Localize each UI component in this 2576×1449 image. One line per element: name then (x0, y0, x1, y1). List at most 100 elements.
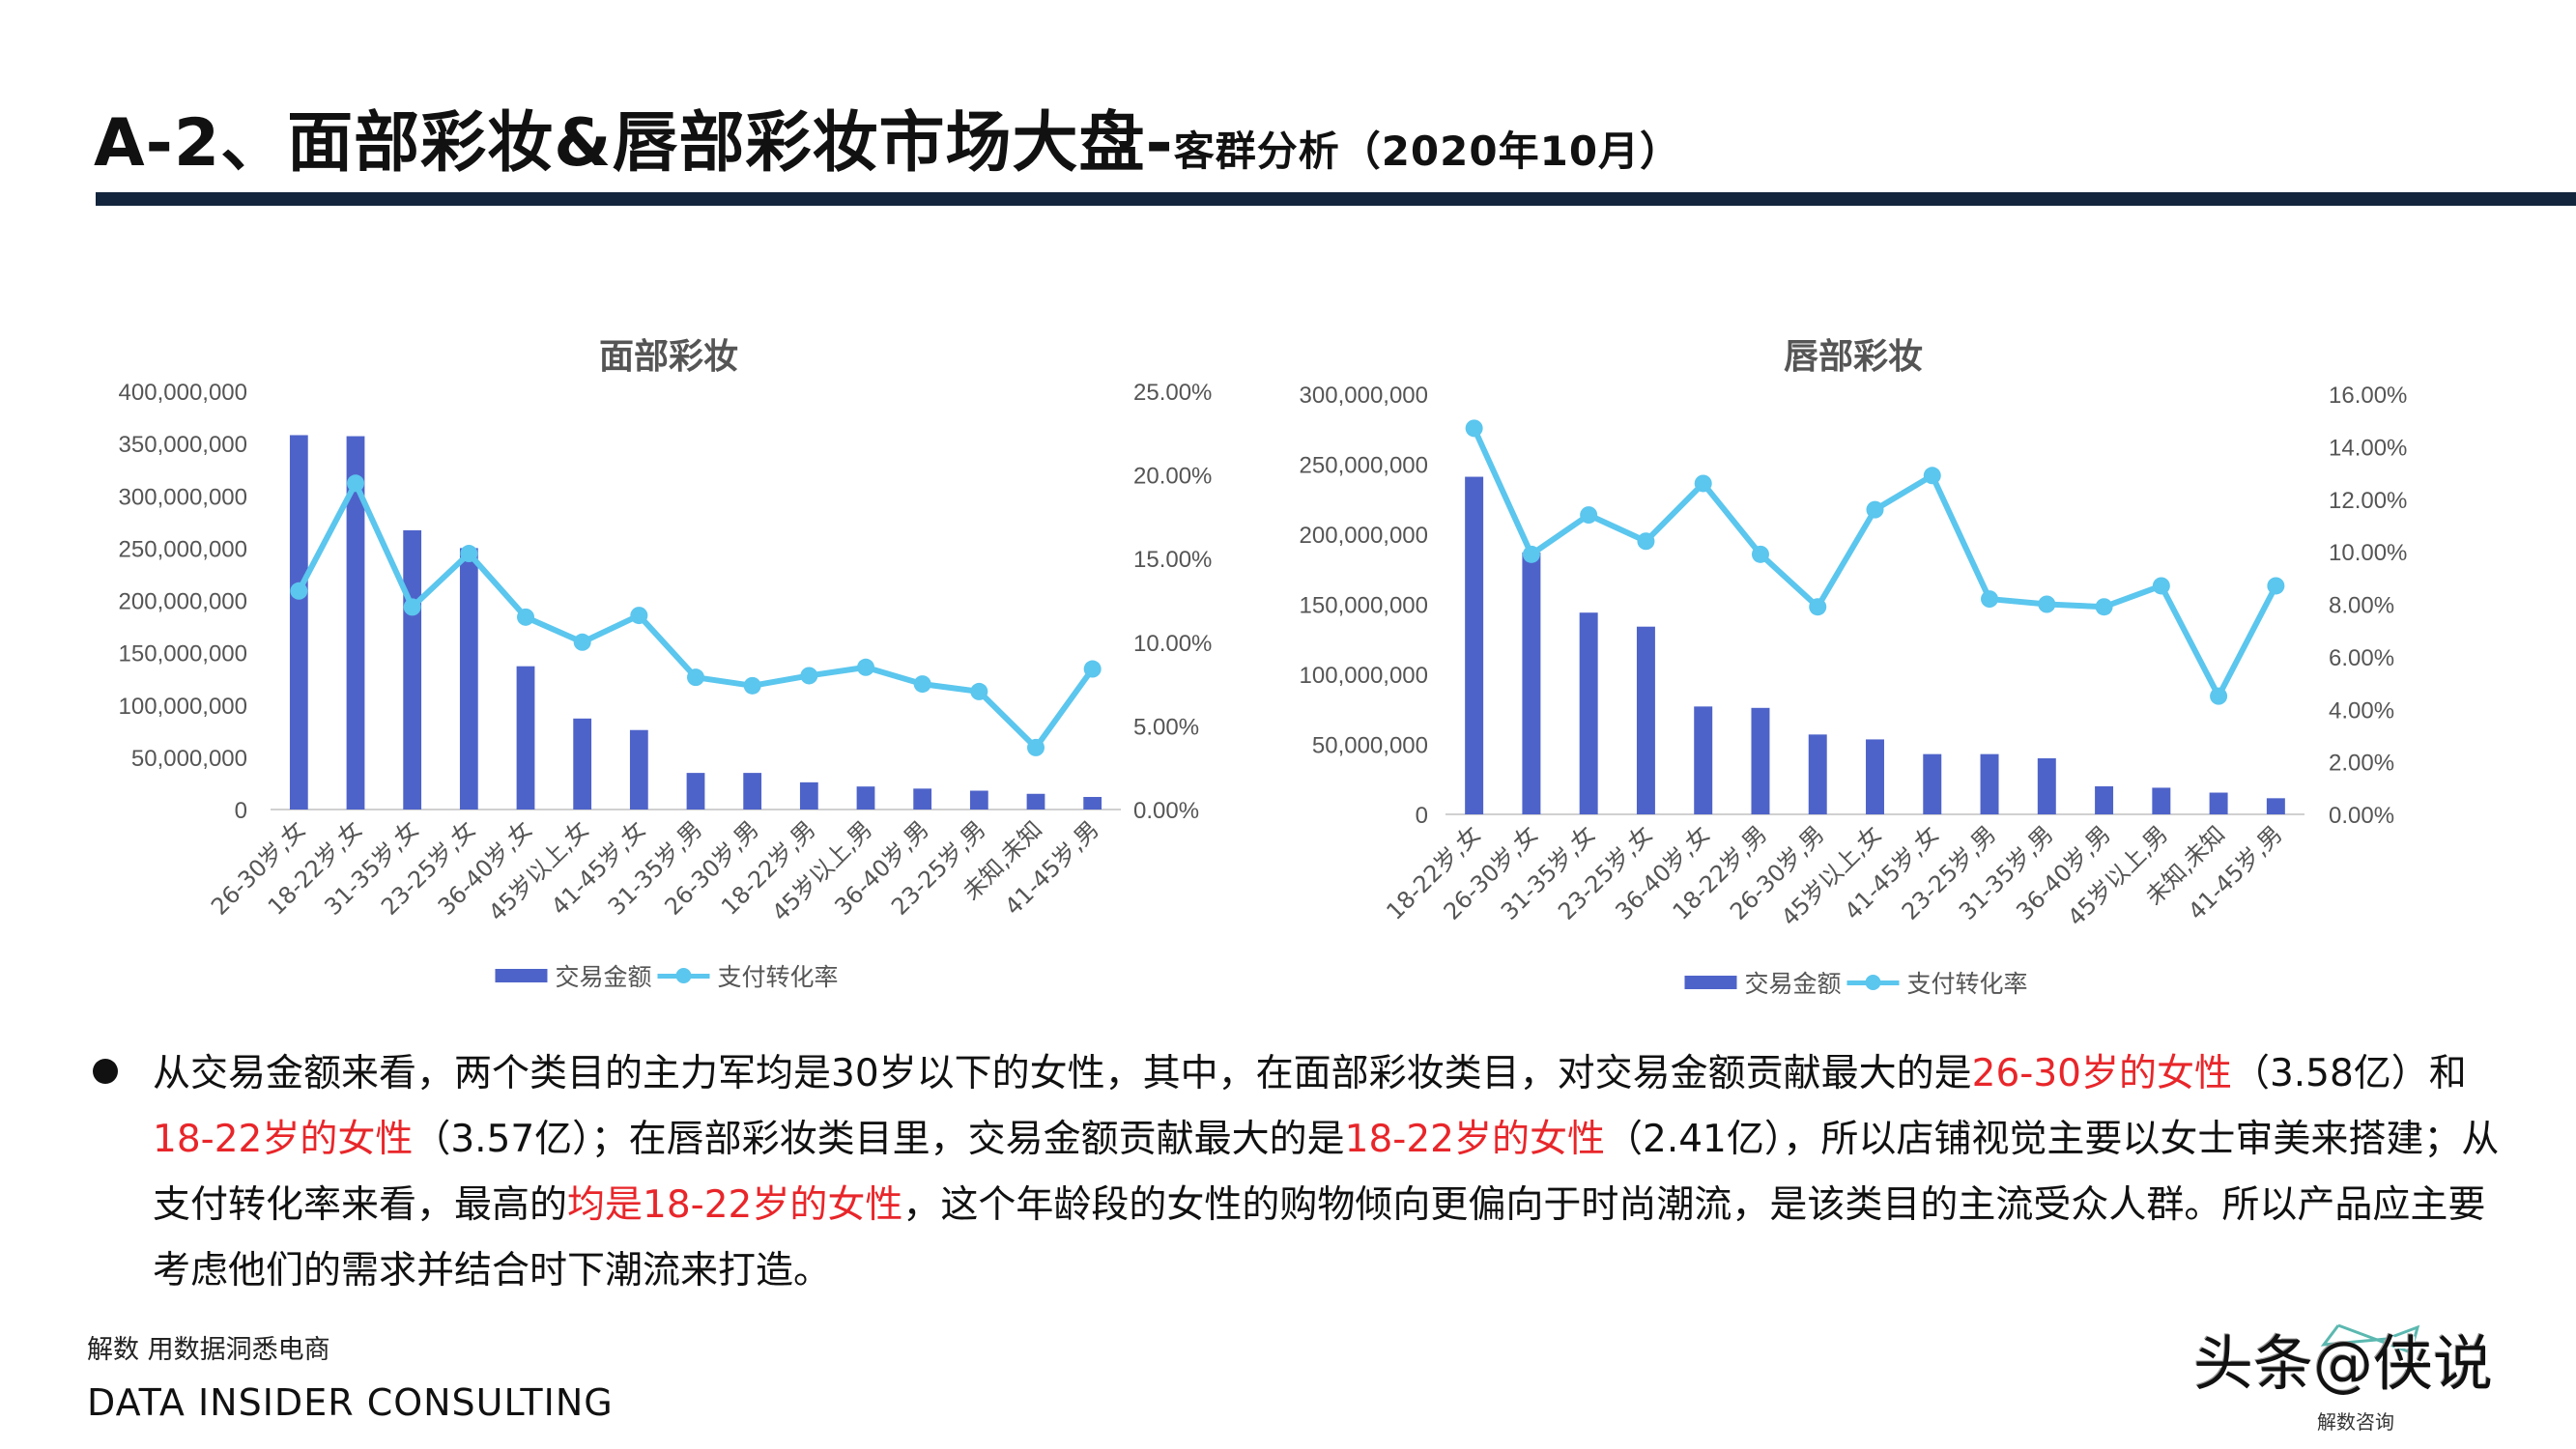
highlight-text: 18-22岁的女性 (153, 1118, 414, 1161)
bar (629, 729, 648, 810)
bar (1980, 753, 1999, 814)
bar (969, 790, 988, 810)
body-text: ，这个年龄段的女性的购物倾向更偏向于时尚潮流，是该类目的主流受众人群。所以产品应… (153, 1183, 2486, 1293)
legend-line-swatch (657, 967, 710, 983)
footer-tagline: 解数 用数据洞悉电商 (87, 1335, 330, 1365)
line-point (403, 598, 421, 616)
y-left-tick-label: 50,000,000 (1312, 733, 1428, 759)
bar (516, 666, 535, 810)
y-right-tick-label: 25.00% (1133, 380, 1212, 406)
line-point (347, 474, 364, 493)
y-left-tick-label: 200,000,000 (1300, 523, 1428, 549)
legend-line-label: 支付转化率 (1906, 970, 2028, 998)
bar (913, 788, 932, 810)
y-left-tick-label: 400,000,000 (119, 380, 247, 406)
title-divider (96, 192, 2576, 206)
bar (573, 718, 592, 810)
legend-line-label: 支付转化率 (717, 963, 839, 991)
y-right-tick-label: 10.00% (2329, 540, 2407, 566)
bar (1636, 626, 1655, 814)
analysis-paragraph: 从交易金额来看，两个类目的主力军均是30岁以下的女性，其中，在面部彩妆类目，对交… (153, 1041, 2510, 1304)
line-point (1637, 532, 1655, 551)
y-right-tick-label: 0.00% (1133, 798, 1199, 824)
legend-bar-swatch (495, 969, 548, 982)
page-title: A-2、面部彩妆&唇部彩妆市场大盘-客群分析（2020年10月） (94, 89, 1681, 185)
line-point (1694, 474, 1712, 493)
line-point (460, 545, 478, 563)
line-point (1465, 419, 1483, 438)
bar (1923, 753, 1942, 814)
bar (2095, 786, 2114, 814)
highlight-text: 26-30岁的女性 (1971, 1052, 2232, 1095)
y-left-tick-label: 100,000,000 (119, 694, 247, 720)
y-left-tick-label: 250,000,000 (1300, 453, 1428, 479)
bar (1465, 476, 1484, 814)
bar (743, 773, 762, 810)
line-point (517, 608, 534, 626)
line-point (913, 675, 931, 694)
y-right-tick-label: 8.00% (2329, 593, 2394, 619)
title-sub: 客群分析（2020年10月） (1173, 128, 1682, 175)
watermark: 头条@侠说 解数咨询 (2193, 1323, 2551, 1447)
line-point (1923, 467, 1941, 485)
line-point (2267, 577, 2285, 595)
y-right-tick-label: 5.00% (1133, 714, 1199, 740)
y-left-tick-label: 300,000,000 (119, 484, 247, 510)
line-point (2210, 687, 2228, 705)
y-right-tick-label: 20.00% (1133, 464, 1212, 490)
line-point (1981, 590, 1999, 609)
y-left-tick-label: 350,000,000 (119, 432, 247, 458)
y-left-tick-label: 200,000,000 (119, 589, 247, 615)
line-point (2152, 577, 2170, 595)
y-right-tick-label: 4.00% (2329, 697, 2394, 724)
watermark-text: 头条@侠说 (2193, 1328, 2494, 1399)
body-text: （3.58亿）和 (2231, 1052, 2467, 1095)
legend-lip: 交易金额 支付转化率 (1684, 965, 2028, 1000)
y-right-tick-label: 16.00% (2329, 383, 2407, 409)
bar (459, 548, 478, 810)
bar (1579, 612, 1598, 814)
line-point (1522, 545, 1540, 563)
bar (1026, 793, 1045, 810)
bullet-icon (93, 1059, 118, 1084)
bar (2037, 758, 2056, 814)
line-point (743, 676, 761, 695)
y-left-tick-label: 0 (235, 798, 247, 824)
legend-bar-label: 交易金额 (555, 963, 652, 991)
bar (1751, 707, 1770, 814)
line-point (573, 633, 591, 651)
bar (2209, 792, 2228, 814)
y-right-tick-label: 12.00% (2329, 488, 2407, 514)
chart-title-lip: 唇部彩妆 (1783, 337, 1924, 377)
bar (1694, 706, 1713, 814)
y-left-tick-label: 150,000,000 (119, 641, 247, 668)
line-point (630, 607, 648, 625)
y-left-tick-label: 300,000,000 (1300, 383, 1428, 409)
y-right-tick-label: 6.00% (2329, 645, 2394, 671)
y-right-tick-label: 15.00% (1133, 547, 1212, 573)
line-point (1083, 660, 1102, 678)
line-point (1866, 500, 1884, 519)
logo-bowtie-icon (2320, 1323, 2420, 1354)
highlight-text: 18-22岁的女性 (1344, 1118, 1605, 1161)
y-left-tick-label: 250,000,000 (119, 536, 247, 562)
legend-face: 交易金额 支付转化率 (495, 958, 839, 993)
bar (289, 435, 308, 810)
bar (1083, 797, 1102, 810)
y-right-tick-label: 14.00% (2329, 435, 2407, 461)
legend-bar-swatch (1684, 976, 1737, 989)
footer-company: DATA INSIDER CONSULTING (87, 1381, 614, 1424)
bar (1522, 552, 1541, 814)
line-point (857, 658, 874, 676)
y-left-tick-label: 150,000,000 (1300, 593, 1428, 619)
bar (2152, 787, 2171, 814)
bar (1808, 734, 1827, 814)
legend-bar-label: 交易金额 (1744, 970, 1842, 998)
bar (1866, 739, 1884, 814)
bar (346, 436, 365, 810)
bar (403, 529, 422, 810)
y-right-tick-label: 10.00% (1133, 631, 1212, 657)
legend-line-swatch (1846, 974, 1900, 990)
y-right-tick-label: 2.00% (2329, 751, 2394, 777)
